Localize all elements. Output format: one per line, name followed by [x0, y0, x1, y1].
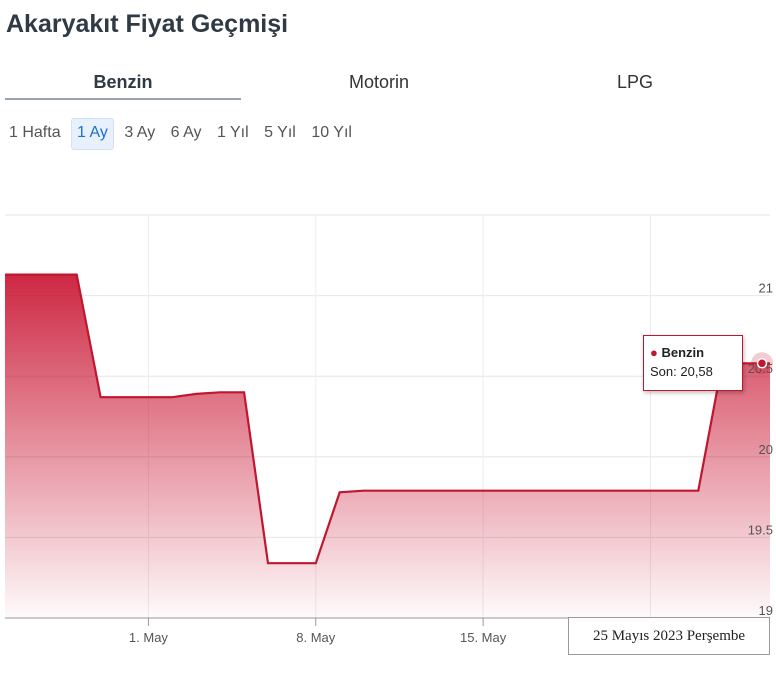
benzin-area: [5, 274, 770, 618]
tooltip-series-name: Benzin: [661, 345, 705, 360]
range-6-ay[interactable]: 6 Ay: [170, 124, 202, 141]
data-point: [75, 273, 79, 277]
range-5-yil[interactable]: 5 Yıl: [264, 124, 296, 141]
y-tick-label: 19.5: [748, 522, 773, 537]
benzin-line: [5, 273, 770, 565]
tab-lpg[interactable]: LPG: [616, 72, 654, 92]
data-point: [218, 390, 222, 394]
data-point: [3, 273, 7, 277]
x-tick-label: 8. May: [296, 630, 336, 645]
fuel-tabs: Benzin Motorin LPG: [5, 66, 765, 100]
x-tick-label: 1. May: [129, 630, 169, 645]
range-1-hafta[interactable]: 1 Hafta: [9, 124, 61, 141]
data-point: [338, 490, 342, 494]
tooltip-value: Son: 20,58: [650, 364, 713, 379]
time-range-selector: 1 Hafta 1 Ay 3 Ay 6 Ay 1 Yıl 5 Yıl 10 Yı…: [4, 118, 358, 150]
data-point: [194, 392, 198, 396]
data-point: [99, 395, 103, 399]
crosshair-date-label: 25 Mayıs 2023 Perşembe: [568, 617, 770, 655]
data-point: [266, 561, 270, 565]
y-tick-label: 20: [759, 442, 773, 457]
y-tick-label: 21: [759, 281, 773, 296]
data-point: [314, 561, 318, 565]
chart-tooltip: ● Benzin Son: 20,58: [643, 335, 743, 391]
highlight-point: [756, 358, 768, 369]
series-dot-icon: ●: [650, 345, 658, 360]
data-point: [362, 489, 366, 493]
range-10-yil[interactable]: 10 Yıl: [311, 124, 352, 141]
range-1-yil[interactable]: 1 Yıl: [216, 124, 249, 141]
range-3-ay[interactable]: 3 Ay: [124, 124, 156, 141]
y-tick-label: 19: [759, 603, 773, 618]
tab-benzin[interactable]: Benzin: [5, 66, 241, 100]
page-title: Akaryakıt Fiyat Geçmişi: [6, 10, 289, 38]
x-tick-label: 15. May: [460, 630, 507, 645]
range-1-ay[interactable]: 1 Ay: [71, 118, 114, 150]
data-point: [696, 489, 700, 493]
data-point: [170, 395, 174, 399]
data-point: [242, 390, 246, 394]
tab-motorin[interactable]: Motorin: [348, 72, 410, 92]
